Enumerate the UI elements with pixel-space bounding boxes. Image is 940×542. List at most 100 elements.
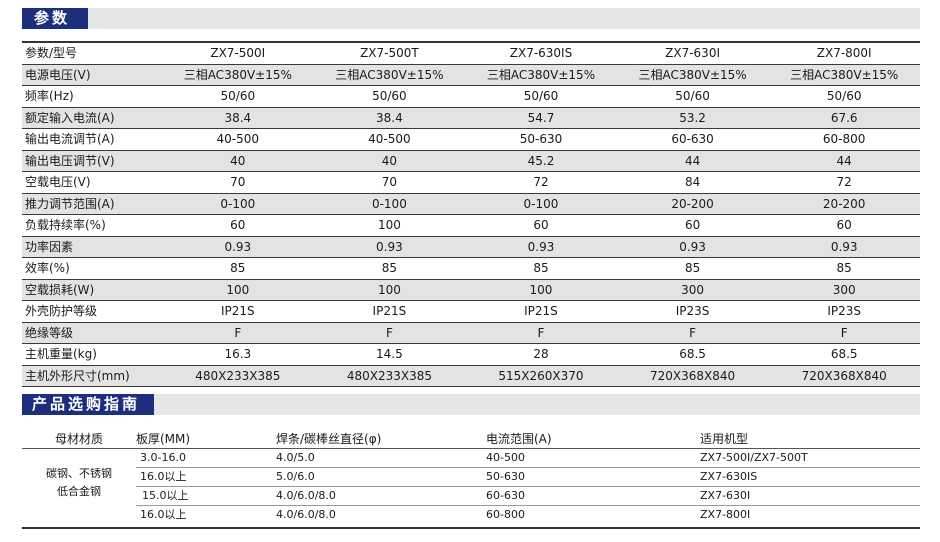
spec-cell: 50/60 [768, 85, 920, 108]
spec-row: 绝缘等级 F F F F F [22, 322, 920, 344]
spec-cell: 44 [616, 150, 769, 172]
guide-model: ZX7-800I [700, 508, 751, 521]
spec-param-label: 输出电压调节(V) [22, 150, 162, 172]
spec-table-top-rule [22, 41, 920, 43]
guide-section-bar: 产品选购指南 [22, 394, 920, 415]
spec-cell: 72 [465, 171, 617, 194]
guide-header-material: 母材材质 [22, 430, 136, 449]
spec-cell: 85 [162, 257, 314, 280]
spec-table: 参数/型号 ZX7-500I ZX7-500T ZX7-630IS ZX7-630I ZX… [22, 43, 920, 387]
spec-cell: 53.2 [616, 107, 769, 129]
guide-section-title: 产品选购指南 [22, 394, 154, 415]
spec-row: 主机重量(kg) 16.3 14.5 28 68.5 68.5 [22, 343, 920, 366]
spec-cell: 40 [313, 150, 466, 172]
spec-row: 效率(%) 85 85 85 85 85 [22, 257, 920, 280]
guide-model: ZX7-630IS [700, 467, 920, 487]
spec-cell: 70 [162, 171, 314, 194]
guide-thickness: 16.0以上 [140, 508, 187, 521]
spec-cell: IP21S [162, 300, 314, 323]
spec-param-label: 负载持续率(%) [22, 214, 162, 237]
spec-cell: 50/60 [616, 85, 769, 108]
spec-row: 功率因素 0.93 0.93 0.93 0.93 0.93 [22, 236, 920, 258]
guide-row: 碳钢、不锈钢 低合金钢 3.0-16.0 4.0/5.0 40-500 ZX7-… [22, 448, 920, 498]
guide-material-line2: 低合金钢 [57, 485, 101, 498]
guide-header-thickness: 板厚(MM) [136, 430, 276, 449]
guide-thickness: 15.0以上 [136, 486, 276, 506]
spec-cell: 84 [616, 171, 769, 194]
guide-header-diameter: 焊条/碳棒丝直径(φ) [276, 430, 486, 449]
spec-cell: F [313, 322, 466, 344]
spec-cell: 60 [465, 214, 617, 237]
params-section-title: 参数 [22, 8, 88, 29]
spec-row: 频率(Hz) 50/60 50/60 50/60 50/60 50/60 [22, 85, 920, 108]
spec-cell: F [768, 322, 920, 344]
spec-cell: F [616, 322, 769, 344]
spec-cell: ZX7-630IS [465, 43, 617, 65]
spec-param-label: 外壳防护等级 [22, 300, 162, 323]
spec-cell: 72 [768, 171, 920, 194]
spec-cell: 60 [616, 214, 769, 237]
spec-cell: 38.4 [162, 107, 314, 129]
spec-cell: 0-100 [465, 193, 617, 215]
spec-param-label: 电源电压(V) [22, 64, 162, 86]
spec-cell: F [162, 322, 314, 344]
spec-cell: IP21S [465, 300, 617, 323]
spec-cell: 515X260X370 [465, 365, 617, 387]
spec-cell: 68.5 [616, 343, 769, 366]
guide-diameter: 5.0/6.0 [276, 467, 486, 487]
spec-cell: 三相AC380V±15% [162, 64, 314, 86]
spec-cell: 45.2 [465, 150, 617, 172]
spec-cell: 480X233X385 [162, 365, 314, 387]
spec-cell: 三相AC380V±15% [768, 64, 920, 86]
spec-param-label: 频率(Hz) [22, 85, 162, 108]
spec-cell: 720X368X840 [616, 365, 769, 387]
spec-cell: IP21S [313, 300, 466, 323]
guide-model: ZX7-630I [700, 486, 920, 506]
spec-cell: 50/60 [465, 85, 617, 108]
spec-cell: 68.5 [768, 343, 920, 366]
spec-param-label: 绝缘等级 [22, 322, 162, 344]
spec-cell: 300 [616, 279, 769, 301]
spec-cell: 0.93 [313, 236, 466, 258]
spec-cell: 40 [162, 150, 314, 172]
spec-cell: 300 [768, 279, 920, 301]
spec-param-label: 功率因素 [22, 236, 162, 258]
guide-material-cell: 碳钢、不锈钢 低合金钢 [22, 449, 136, 525]
spec-cell: 0.93 [465, 236, 617, 258]
spec-cell: 85 [313, 257, 466, 280]
spec-cell: 38.4 [313, 107, 466, 129]
guide-table-bottom-rule [22, 527, 920, 529]
spec-cell: 85 [465, 257, 617, 280]
spec-param-label: 效率(%) [22, 257, 162, 280]
spec-cell: ZX7-500I [162, 43, 314, 65]
spec-cell: ZX7-800I [768, 43, 920, 65]
spec-cell: 0-100 [162, 193, 314, 215]
guide-row: 16.0以上 4.0/6.0/8.0 60-800 ZX7-800I [22, 506, 920, 525]
spec-param-label: 主机外形尺寸(mm) [22, 365, 162, 387]
guide-material-line1: 碳钢、不锈钢 [46, 467, 112, 480]
spec-cell: 54.7 [465, 107, 617, 129]
spec-cell: 50/60 [313, 85, 466, 108]
spec-cell: 70 [313, 171, 466, 194]
spec-cell: 44 [768, 150, 920, 172]
spec-cell: IP23S [768, 300, 920, 323]
spec-cell: 三相AC380V±15% [465, 64, 617, 86]
guide-current: 60-630 [486, 486, 700, 506]
spec-cell: 60-800 [768, 128, 920, 151]
guide-model: ZX7-500I/ZX7-500T [700, 448, 920, 468]
spec-cell: 85 [616, 257, 769, 280]
guide-row: 15.0以上 4.0/6.0/8.0 60-630 ZX7-630I [22, 486, 920, 506]
spec-cell: IP23S [616, 300, 769, 323]
spec-param-label: 输出电流调节(A) [22, 128, 162, 151]
spec-cell: 0.93 [768, 236, 920, 258]
spec-param-label: 空载损耗(W) [22, 279, 162, 301]
spec-cell: 60-630 [616, 128, 769, 151]
spec-cell: 40-500 [162, 128, 314, 151]
spec-cell: 100 [465, 279, 617, 301]
spec-cell: ZX7-500T [313, 43, 466, 65]
guide-header-row: 母材材质 板厚(MM) 焊条/碳棒丝直径(φ) 电流范围(A) 适用机型 [22, 430, 920, 449]
spec-cell: 28 [465, 343, 617, 366]
spec-row: 主机外形尺寸(mm) 480X233X385 480X233X385 515X260X… [22, 365, 920, 387]
spec-row: 推力调节范围(A) 0-100 0-100 0-100 20-200 20-200 [22, 193, 920, 215]
spec-param-label: 主机重量(kg) [22, 343, 162, 366]
